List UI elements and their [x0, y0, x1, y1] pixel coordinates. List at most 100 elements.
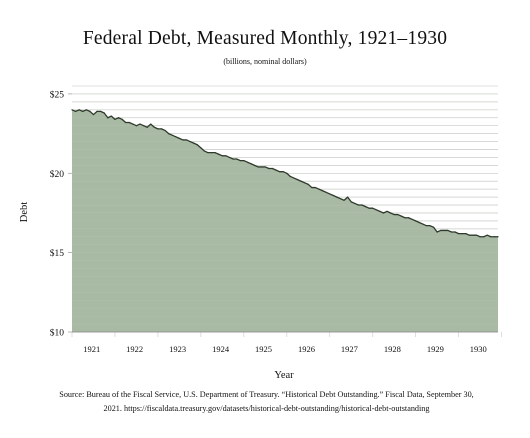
x-axis-label: Year — [274, 370, 294, 381]
data-point — [185, 139, 188, 141]
data-point — [132, 123, 134, 125]
data-point — [239, 159, 241, 162]
data-point — [142, 125, 145, 127]
data-point — [490, 236, 492, 238]
data-point — [89, 110, 91, 112]
data-point — [218, 153, 220, 155]
data-point — [232, 158, 234, 160]
data-point — [146, 126, 148, 128]
data-point — [357, 204, 359, 206]
data-point — [450, 231, 453, 233]
data-point — [221, 155, 223, 157]
area-layer — [71, 93, 499, 333]
data-point — [475, 234, 478, 236]
data-point — [493, 236, 496, 238]
data-point — [261, 166, 263, 168]
data-point — [243, 159, 245, 162]
data-point — [264, 166, 266, 168]
data-point — [461, 233, 463, 235]
data-point — [175, 136, 177, 138]
data-point — [168, 133, 170, 135]
x-tick-label: 1927 — [341, 344, 358, 354]
source-line-1: Source: Bureau of the Fiscal Service, U.… — [59, 390, 474, 399]
data-point — [271, 167, 274, 170]
data-point — [472, 234, 474, 236]
data-point — [207, 152, 209, 154]
y-tick-label: $20 — [50, 169, 65, 180]
source-line-2: 2021. https://fiscaldata.treasury.gov/da… — [103, 404, 430, 413]
data-point — [390, 212, 392, 214]
data-point — [393, 213, 395, 216]
data-point — [92, 113, 95, 116]
data-point — [339, 198, 342, 200]
data-point — [314, 186, 317, 189]
data-point — [483, 236, 485, 238]
data-point — [304, 182, 306, 184]
x-tick-label: 1924 — [212, 344, 230, 354]
data-point — [103, 112, 105, 114]
data-point — [282, 171, 284, 173]
data-point — [300, 180, 302, 182]
y-axis-label: Debt — [19, 202, 30, 222]
data-point — [447, 229, 449, 232]
data-point — [289, 175, 291, 178]
data-point — [96, 110, 98, 112]
data-point — [436, 231, 438, 233]
y-tick-label: $25 — [50, 89, 65, 100]
data-point — [332, 194, 334, 197]
data-point — [375, 209, 377, 211]
data-point — [193, 142, 195, 144]
data-point — [415, 220, 417, 222]
data-point — [71, 109, 73, 111]
data-point — [182, 139, 184, 141]
data-point — [429, 225, 431, 227]
data-point — [100, 110, 102, 112]
x-tick-labels: 1921 1922 1923 1924 1925 1926 1927 1928 1929 1930 — [83, 344, 487, 354]
data-point — [361, 204, 363, 206]
x-tick-label: 1928 — [384, 344, 401, 354]
data-point — [368, 207, 370, 209]
data-point — [407, 217, 410, 219]
data-point — [418, 221, 420, 224]
data-point — [178, 137, 180, 139]
y-tick-labels: $10 $15 $20 $25 — [50, 89, 72, 339]
data-point — [486, 234, 488, 236]
data-point — [78, 109, 80, 111]
data-point — [443, 229, 445, 232]
data-point — [307, 183, 309, 185]
x-tick-label: 1925 — [255, 344, 272, 354]
data-point — [468, 234, 470, 236]
data-point — [279, 171, 281, 173]
data-point — [117, 117, 120, 119]
data-point — [440, 229, 442, 232]
data-point — [114, 118, 116, 120]
data-point — [189, 140, 191, 143]
data-point — [479, 236, 481, 238]
data-point — [74, 110, 77, 112]
data-point — [85, 109, 87, 111]
data-point — [268, 167, 270, 170]
x-tick-label: 1922 — [126, 344, 143, 354]
data-point — [150, 123, 152, 125]
data-point — [253, 164, 256, 166]
data-point — [458, 233, 460, 235]
data-point — [110, 115, 112, 117]
chart-title: Federal Debt, Measured Monthly, 1921–193… — [82, 28, 448, 49]
data-point — [354, 202, 356, 205]
data-point — [135, 125, 138, 127]
data-point — [325, 191, 327, 193]
x-tick-label: 1929 — [427, 344, 444, 354]
data-point — [318, 188, 320, 190]
data-point — [404, 217, 406, 219]
data-point — [236, 158, 238, 160]
data-point — [164, 129, 166, 132]
x-tick-label: 1923 — [169, 344, 186, 354]
data-point — [171, 134, 173, 136]
data-point — [400, 215, 402, 217]
data-point — [196, 144, 198, 146]
data-point — [107, 117, 109, 119]
data-point — [350, 201, 352, 203]
data-point — [364, 206, 367, 208]
